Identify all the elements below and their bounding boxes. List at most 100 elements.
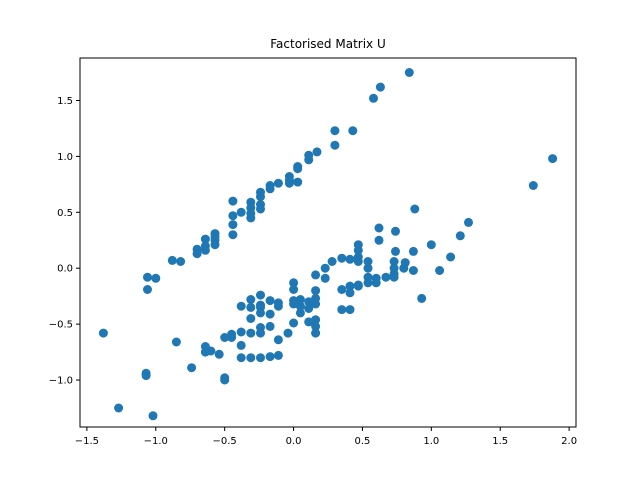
y-axis-ticks: −1.0 −0.5 0.0 0.5 1.0 1.5 xyxy=(49,96,80,387)
data-point xyxy=(374,235,384,245)
data-point xyxy=(167,255,177,265)
data-point xyxy=(176,257,186,266)
data-point xyxy=(141,371,151,381)
data-point xyxy=(293,177,303,187)
data-point xyxy=(381,272,391,282)
data-points xyxy=(98,68,558,421)
data-point xyxy=(220,375,230,385)
data-point xyxy=(246,295,256,304)
data-point xyxy=(345,305,355,315)
data-point xyxy=(114,403,124,413)
data-point xyxy=(256,353,265,363)
x-axis-ticks: −1.5 −1.0 −0.5 0.0 0.5 1.0 1.5 2.0 xyxy=(75,427,577,447)
data-point xyxy=(236,353,246,363)
data-point xyxy=(246,314,256,323)
data-point xyxy=(284,178,294,188)
data-point xyxy=(353,257,363,266)
data-point xyxy=(363,278,373,288)
data-point xyxy=(220,333,230,342)
data-point xyxy=(295,301,305,311)
x-tick-label: 0.0 xyxy=(286,436,302,447)
data-point xyxy=(337,285,347,294)
data-point xyxy=(265,184,275,194)
data-point xyxy=(265,352,275,362)
data-point xyxy=(295,295,305,304)
y-tick-label: 1.0 xyxy=(57,152,73,163)
data-point xyxy=(200,234,210,244)
data-point xyxy=(389,257,399,266)
data-point xyxy=(200,245,210,255)
data-point xyxy=(210,240,220,250)
data-point xyxy=(363,263,373,273)
data-point xyxy=(408,246,418,256)
data-point xyxy=(345,288,355,298)
x-tick-label: −0.5 xyxy=(213,436,237,447)
data-point xyxy=(391,226,400,236)
data-point xyxy=(265,309,275,319)
y-tick-label: 0.5 xyxy=(57,208,73,219)
data-point xyxy=(311,321,321,331)
data-point xyxy=(273,335,283,345)
data-point xyxy=(214,349,224,359)
data-point xyxy=(330,126,340,136)
data-point xyxy=(404,68,414,77)
data-point xyxy=(417,293,427,303)
data-point xyxy=(375,82,385,92)
data-point xyxy=(311,286,321,296)
x-tick-label: 0.5 xyxy=(354,436,370,447)
data-point xyxy=(256,290,265,300)
y-tick-label: −1.0 xyxy=(49,376,73,387)
data-point xyxy=(337,305,347,315)
data-point xyxy=(98,328,108,338)
data-point xyxy=(311,270,321,280)
data-point xyxy=(371,278,381,288)
data-point xyxy=(236,327,246,337)
y-tick-label: 1.5 xyxy=(57,96,73,107)
data-point xyxy=(337,253,347,263)
x-tick-label: 2.0 xyxy=(561,436,577,447)
data-point xyxy=(548,154,558,164)
y-tick-label: 0.0 xyxy=(57,264,73,275)
data-point xyxy=(236,207,246,217)
data-point xyxy=(464,217,473,227)
data-point xyxy=(348,126,358,136)
data-point xyxy=(289,299,299,309)
data-point xyxy=(289,278,299,288)
data-point xyxy=(304,297,314,307)
data-point xyxy=(528,181,538,190)
data-point xyxy=(345,281,355,291)
data-point xyxy=(273,350,283,360)
data-point xyxy=(330,140,340,150)
data-point xyxy=(369,93,378,103)
data-point xyxy=(187,363,197,373)
plot-frame xyxy=(79,57,577,428)
data-point xyxy=(200,347,210,357)
data-point xyxy=(410,204,420,214)
data-point xyxy=(389,272,399,282)
data-point xyxy=(345,254,355,264)
data-point xyxy=(374,223,384,233)
data-point xyxy=(246,213,256,223)
data-point xyxy=(228,230,238,240)
data-point xyxy=(246,328,256,338)
data-point xyxy=(293,164,303,174)
data-point xyxy=(435,266,445,275)
data-point xyxy=(283,328,293,338)
data-point xyxy=(311,328,321,338)
data-point xyxy=(228,211,238,221)
x-tick-label: 1.5 xyxy=(492,436,508,447)
data-point xyxy=(246,353,256,363)
data-point xyxy=(151,273,161,283)
data-point xyxy=(304,317,314,327)
data-point xyxy=(304,304,314,313)
data-point xyxy=(192,249,202,259)
chart-title: Factorised Matrix U xyxy=(270,37,386,51)
data-point xyxy=(320,273,330,283)
data-point xyxy=(273,301,283,311)
data-point xyxy=(289,318,299,328)
data-point xyxy=(228,196,238,206)
data-point xyxy=(236,301,246,311)
data-point xyxy=(289,285,299,294)
